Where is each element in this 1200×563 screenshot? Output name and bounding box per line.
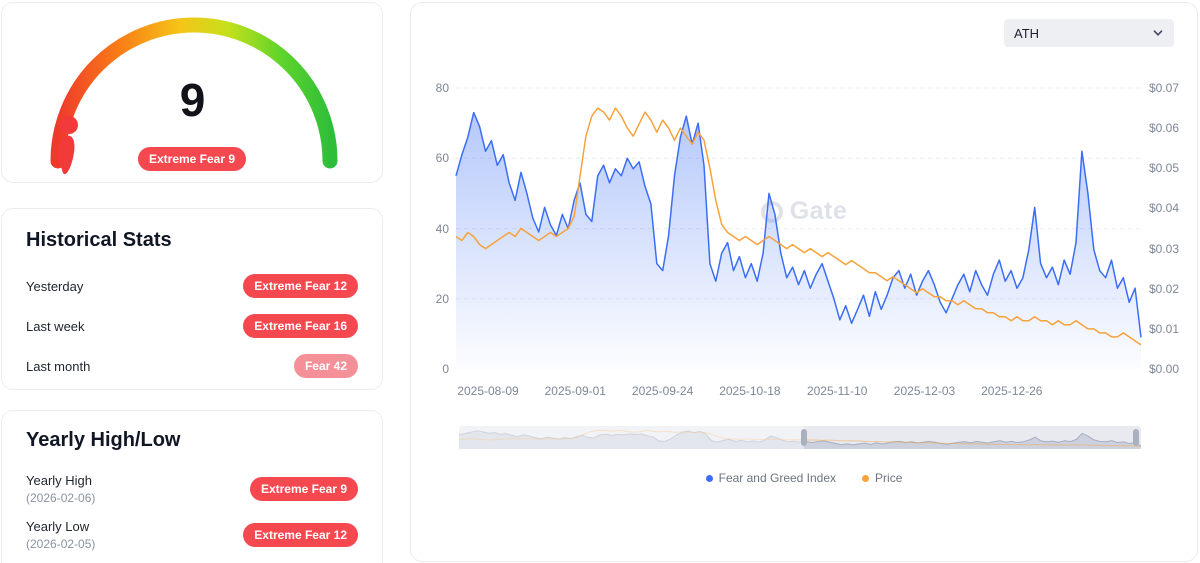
axis-tick-label: $0.07	[1149, 81, 1180, 95]
axis-tick-label: $0.00	[1149, 362, 1180, 376]
fear-greed-gauge-card: 9 Extreme Fear 9	[1, 2, 383, 183]
axis-tick-label: $0.06	[1149, 121, 1180, 136]
gauge-arc	[50, 17, 338, 175]
navigator-handle-left[interactable]	[801, 429, 807, 446]
status-badge: Extreme Fear 16	[243, 314, 358, 338]
timeframe-dropdown-value: ATH	[1014, 25, 1040, 41]
stat-row-last-week: Last week Extreme Fear 16	[26, 306, 358, 346]
axis-tick-label: 2025-11-10	[806, 384, 868, 398]
axis-tick-label: 80	[435, 81, 449, 95]
axis-tick-label: $0.02	[1149, 281, 1180, 296]
historical-stats-card: Historical Stats Yesterday Extreme Fear …	[1, 208, 383, 390]
axis-tick-label: $0.01	[1149, 321, 1180, 336]
status-badge: Fear 42	[293, 354, 358, 378]
navigator-unselected-region	[459, 426, 804, 449]
chart-navigator[interactable]	[459, 426, 1141, 449]
gate-logo-icon	[760, 200, 783, 223]
legend-dot-price	[862, 474, 870, 482]
axis-tick-label: 2025-10-18	[719, 384, 781, 398]
gauge-value: 9	[179, 74, 206, 126]
chevron-down-icon	[1153, 30, 1163, 36]
legend-label: Fear and Greed Index	[718, 471, 837, 485]
axis-tick-label: 0	[442, 362, 449, 376]
axis-tick-label: 2025-09-01	[544, 384, 606, 398]
navigator-sparkline	[459, 429, 1141, 449]
axis-tick-label: $0.05	[1149, 161, 1180, 176]
chart-legend: Fear and Greed Index Price	[411, 471, 1197, 485]
historical-stats-title: Historical Stats	[26, 229, 172, 251]
yearly-high-low-card: Yearly High/Low Yearly High (2026-02-06)…	[1, 410, 383, 563]
legend-item-price[interactable]: Price	[862, 471, 902, 485]
legend-label: Price	[875, 471, 903, 485]
axis-tick-label: $0.03	[1149, 241, 1180, 256]
stat-label: Last month	[26, 358, 91, 374]
stat-label: Yesterday	[26, 278, 84, 294]
axis-tick-label: 20	[435, 291, 449, 306]
timeframe-dropdown[interactable]: ATH	[1004, 19, 1174, 47]
status-badge: Extreme Fear 12	[243, 523, 358, 547]
gate-watermark: Gate	[411, 197, 1197, 226]
stat-row-yearly-high: Yearly High (2026-02-06) Extreme Fear 9	[26, 466, 358, 512]
stat-row-yearly-low: Yearly Low (2026-02-05) Extreme Fear 12	[26, 512, 358, 558]
axis-tick-label: 60	[435, 151, 449, 166]
stat-row-yesterday: Yesterday Extreme Fear 12	[26, 266, 358, 306]
status-badge: Extreme Fear 9	[249, 477, 358, 501]
stat-label: Last week	[26, 318, 85, 334]
yearly-high-low-title: Yearly High/Low	[26, 429, 181, 451]
stat-row-last-month: Last month Fear 42	[26, 346, 358, 386]
navigator-handle-right[interactable]	[1133, 429, 1139, 446]
chart-panel: ATH Gate 0 20 40 60 80 $0.00 $0.01 $0.02 $0.03 $…	[410, 2, 1198, 562]
stat-date: (2026-02-06)	[26, 491, 96, 505]
axis-tick-label: 2025-08-09	[457, 384, 519, 398]
axis-tick-label: 2025-09-24	[631, 384, 694, 398]
status-badge: Extreme Fear 12	[243, 274, 358, 298]
gauge-pointer-icon	[58, 116, 78, 175]
axis-tick-label: 2025-12-03	[893, 384, 956, 398]
gate-watermark-text: Gate	[789, 197, 848, 225]
legend-dot-fear-greed	[705, 474, 713, 482]
stat-date: (2026-02-05)	[26, 537, 96, 551]
legend-item-fear-greed[interactable]: Fear and Greed Index	[705, 471, 837, 485]
stat-label: Yearly Low	[26, 519, 90, 534]
gauge-status-badge: Extreme Fear 9	[137, 147, 247, 171]
stat-label: Yearly High	[26, 473, 93, 488]
axis-tick-label: 2025-12-26	[981, 384, 1043, 398]
